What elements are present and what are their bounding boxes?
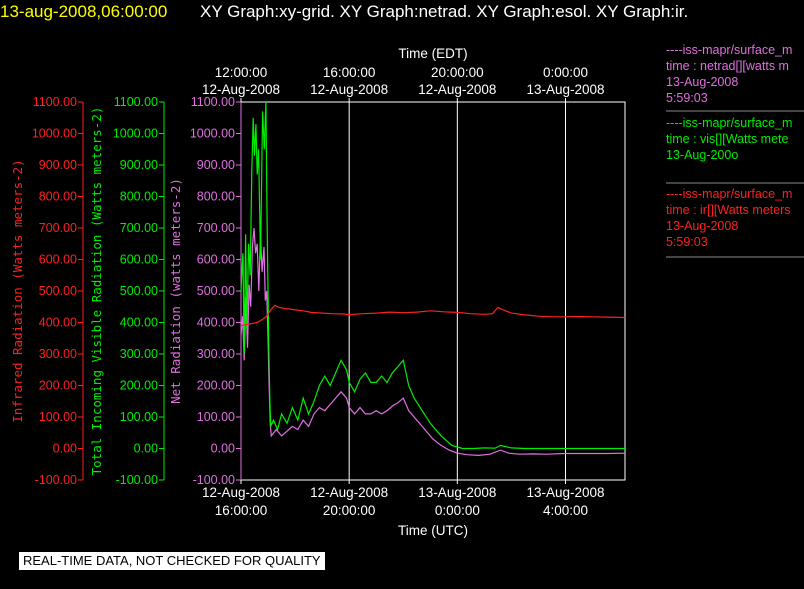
y-tick-label: 900.00: [197, 158, 235, 172]
legend-netrad-date: 13-Aug-2008: [666, 75, 739, 89]
legend-netrad-var: time : netrad[][watts m: [666, 59, 789, 73]
bottom-tick-date: 12-Aug-2008: [310, 485, 388, 500]
legend-netrad-source: ----iss-mapr/surface_m: [666, 43, 793, 57]
series-line-net: [240, 227, 626, 457]
top-tick-date: 13-Aug-2008: [526, 82, 604, 97]
y-tick-label: 200.00: [197, 379, 235, 393]
y-tick-label: -100.00: [116, 473, 158, 487]
series-line-ir: [240, 304, 626, 327]
y-tick-label: 900.00: [39, 158, 77, 172]
y-tick-label: 1100.00: [33, 95, 77, 109]
legend-netrad-time: 5:59:03: [666, 91, 708, 105]
y-tick-label: 100.00: [39, 410, 77, 424]
y-tick-label: 400.00: [39, 316, 77, 330]
top-time-axis: Time (EDT) 12:00:00 12-Aug-2008 16:00:00 12-…: [202, 46, 605, 102]
top-tick-time: 20:00:00: [431, 65, 484, 80]
top-tick-time: 16:00:00: [323, 65, 376, 80]
gridlines: [348, 102, 567, 480]
legend-ir-source: ----iss-mapr/surface_m: [666, 187, 793, 201]
visible-axis: 1100.00 1000.00 900.00 800.00 700.00 600.00 50…: [89, 95, 165, 487]
y-tick-label: 1000.00: [113, 127, 158, 141]
y-tick-label: 400.00: [197, 316, 235, 330]
qc-notice: REAL-TIME DATA, NOT CHECKED FOR QUALITY: [19, 552, 325, 570]
y-tick-label: 1100.00: [191, 95, 235, 109]
y-tick-label: 1100.00: [114, 95, 158, 109]
y-axis-title: Total Incoming Visible Radiation (Watts …: [89, 107, 104, 476]
top-tick-date: 12-Aug-2008: [310, 82, 388, 97]
bottom-tick-date: 13-Aug-2008: [526, 485, 604, 500]
y-tick-label: 600.00: [39, 253, 77, 267]
infrared-axis: 1100.00 1000.00 900.00 800.00 700.00 600.00 50…: [10, 95, 84, 487]
y-tick-label: 0.00: [211, 442, 235, 456]
bottom-tick-time: 20:00:00: [323, 503, 376, 518]
y-tick-label: 200.00: [39, 379, 77, 393]
legend-ir-var: time : ir[][Watts meters: [666, 203, 791, 217]
bottom-tick-time: 16:00:00: [215, 503, 268, 518]
y-tick-label: -100.00: [193, 473, 235, 487]
y-tick-label: 1000.00: [32, 127, 77, 141]
y-tick-label: 0.00: [53, 442, 77, 456]
legend-ir-date: 13-Aug-2008: [666, 219, 739, 233]
y-tick-label: 100.00: [120, 410, 158, 424]
y-axis-title: Net Radiation (watts meters-2): [168, 178, 183, 404]
y-tick-label: 700.00: [120, 221, 158, 235]
legend-vis-source: ----iss-mapr/surface_m: [666, 116, 793, 130]
legend-netrad: ----iss-mapr/surface_m time : netrad[][w…: [666, 42, 804, 106]
bottom-time-axis: 12-Aug-2008 16:00:00 12-Aug-2008 20:00:00 13…: [202, 480, 605, 538]
y-tick-label: 400.00: [120, 316, 158, 330]
legend-ir-time: 5:59:03: [666, 235, 708, 249]
y-tick-label: 500.00: [197, 284, 235, 298]
y-tick-label: 800.00: [197, 190, 235, 204]
y-tick-label: 700.00: [197, 221, 235, 235]
y-tick-label: 100.00: [197, 410, 235, 424]
y-tick-label: 700.00: [39, 221, 77, 235]
plot-frame: [240, 101, 626, 481]
bottom-tick-time: 4:00:00: [543, 503, 588, 518]
y-tick-label: -100.00: [35, 473, 77, 487]
bottom-tick-date: 12-Aug-2008: [202, 485, 280, 500]
y-tick-label: 300.00: [39, 347, 77, 361]
bottom-tick-time: 0:00:00: [435, 503, 480, 518]
top-tick-date: 12-Aug-2008: [202, 82, 280, 97]
y-tick-label: 500.00: [39, 284, 77, 298]
y-axis-title: Infrared Radiation (Watts meters-2): [10, 159, 25, 422]
legend-ir: ----iss-mapr/surface_m time : ir[][Watts…: [666, 186, 804, 250]
bottom-tick-date: 13-Aug-2008: [418, 485, 496, 500]
y-tick-label: 200.00: [120, 379, 158, 393]
top-tick-time: 0:00:00: [543, 65, 588, 80]
y-tick-label: 300.00: [120, 347, 158, 361]
top-tick-date: 12-Aug-2008: [418, 82, 496, 97]
y-tick-label: 800.00: [120, 190, 158, 204]
y-tick-label: 0.00: [134, 442, 158, 456]
legend-vis-var: time : vis[][Watts mete: [666, 132, 789, 146]
y-tick-label: 500.00: [120, 284, 158, 298]
header-graph-list: XY Graph:xy-grid. XY Graph:netrad. XY Gr…: [200, 2, 689, 21]
net-axis: 1100.00 1000.00 900.00 800.00 700.00 600.00 50…: [168, 95, 242, 487]
y-tick-label: 600.00: [197, 253, 235, 267]
top-axis-title: Time (EDT): [398, 46, 467, 61]
legend-vis-date: 13-Aug-200o: [666, 148, 739, 162]
bottom-axis-title: Time (UTC): [398, 523, 468, 538]
y-tick-label: 300.00: [197, 347, 235, 361]
y-tick-label: 800.00: [39, 190, 77, 204]
y-tick-label: 1000.00: [190, 127, 235, 141]
header-timestamp: 13-aug-2008,06:00:00: [0, 2, 168, 21]
top-tick-time: 12:00:00: [215, 65, 268, 80]
series-line-vis: [240, 101, 625, 450]
legend-vis: ----iss-mapr/surface_m time : vis[][Watt…: [666, 115, 804, 163]
y-tick-label: 600.00: [120, 253, 158, 267]
series-group: [240, 101, 626, 457]
y-tick-label: 900.00: [120, 158, 158, 172]
